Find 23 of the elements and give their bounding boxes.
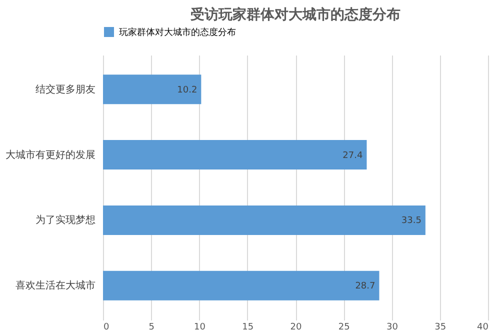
data-label: 28.7 bbox=[355, 282, 376, 292]
legend-label: 玩家群体对大城市的态度分布 bbox=[119, 27, 236, 38]
bar bbox=[103, 205, 426, 235]
bar bbox=[103, 140, 367, 170]
x-tick-label: 35 bbox=[434, 322, 446, 332]
bar bbox=[103, 270, 380, 300]
x-tick-label: 15 bbox=[242, 322, 254, 332]
x-tick-label: 5 bbox=[148, 322, 154, 332]
data-label: 33.5 bbox=[401, 216, 422, 226]
x-tick-label: 40 bbox=[477, 322, 489, 332]
data-label: 27.4 bbox=[342, 150, 363, 161]
y-tick-label: 结交更多朋友 bbox=[36, 83, 96, 96]
y-tick-label: 喜欢生活在大城市 bbox=[16, 280, 96, 292]
x-tick-label: 10 bbox=[194, 322, 206, 332]
y-tick-label: 为了实现梦想 bbox=[36, 214, 96, 226]
x-tick-label: 20 bbox=[290, 322, 302, 332]
y-tick-label: 大城市有更好的发展 bbox=[6, 148, 96, 161]
x-tick-label: 25 bbox=[338, 322, 350, 332]
data-label: 10.2 bbox=[177, 85, 198, 96]
x-tick-label: 30 bbox=[386, 322, 398, 332]
bar bbox=[103, 74, 202, 104]
x-tick-label: 0 bbox=[104, 322, 110, 332]
chart-title: 受访玩家群体对大城市的态度分布 bbox=[190, 6, 400, 23]
